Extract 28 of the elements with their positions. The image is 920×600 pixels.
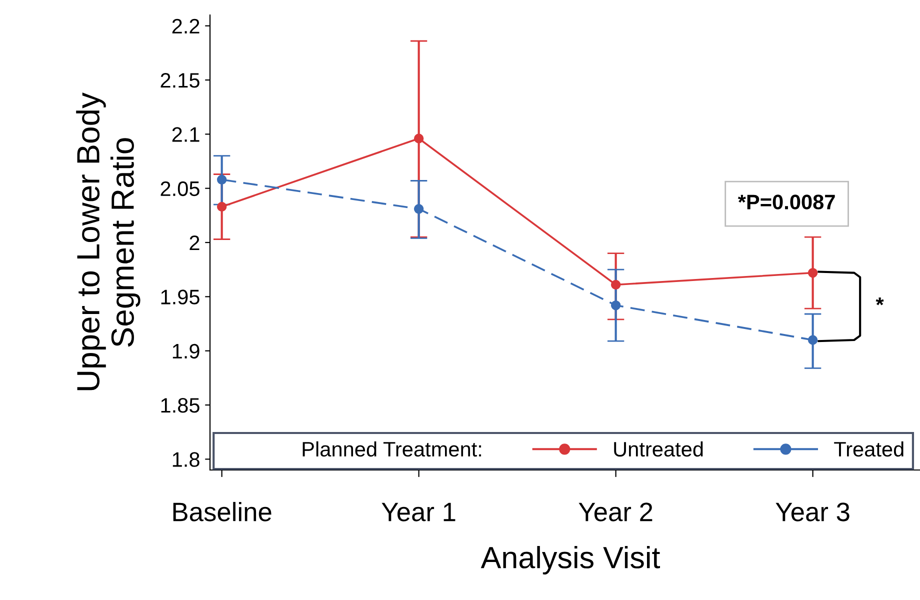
y-tick-label: 2.2 xyxy=(172,18,200,34)
legend-label: Untreated xyxy=(614,441,703,457)
y-tick-label: 2.1 xyxy=(172,127,200,142)
y-tick-label: 1.95 xyxy=(161,290,200,304)
point xyxy=(808,268,818,278)
y-tick-label: 2 xyxy=(190,236,200,250)
y-axis-title: Upper to Lower Body Segment Ratio xyxy=(76,92,140,390)
y-tick-label: 1.85 xyxy=(161,398,200,413)
legend-title: Planned Treatment: xyxy=(302,441,482,457)
x-axis-title: Analysis Visit xyxy=(480,546,660,574)
annotation: *P=0.0087 xyxy=(738,194,835,210)
x-tick-label: Baseline xyxy=(173,502,272,522)
y-tick-label: 1.8 xyxy=(172,452,200,467)
point xyxy=(414,204,424,214)
y-tick-label: 1.9 xyxy=(172,344,200,359)
point xyxy=(610,300,621,310)
point xyxy=(610,280,621,290)
x-tick-label: Year 1 xyxy=(382,502,456,522)
x-tick-label: Year 2 xyxy=(578,502,652,522)
y-tick-label: 2.15 xyxy=(160,73,200,88)
point xyxy=(808,335,818,345)
point xyxy=(216,174,227,185)
legend-label: Treated xyxy=(834,441,904,457)
annotation: * xyxy=(876,297,884,306)
point xyxy=(414,134,424,144)
y-tick-label: 2.05 xyxy=(160,181,200,196)
x-tick-label: Year 3 xyxy=(776,502,850,522)
point xyxy=(216,202,227,212)
